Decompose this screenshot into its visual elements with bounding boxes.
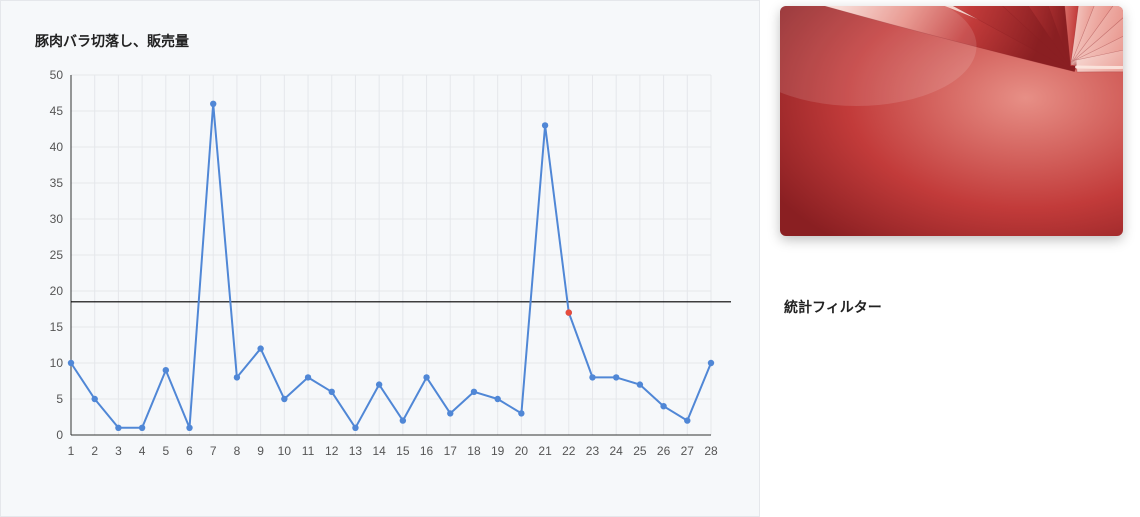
- svg-text:10: 10: [278, 444, 292, 458]
- svg-text:4: 4: [139, 444, 146, 458]
- svg-text:26: 26: [657, 444, 671, 458]
- baseline-label: 統計フィルター: [784, 297, 882, 317]
- svg-text:9: 9: [257, 444, 264, 458]
- chart-area: 0510152025303540455012345678910111213141…: [31, 61, 731, 491]
- product-image: [780, 6, 1123, 236]
- svg-text:23: 23: [586, 444, 600, 458]
- sliced-pork-belly-illustration: [780, 6, 1123, 236]
- svg-text:15: 15: [396, 444, 410, 458]
- svg-text:28: 28: [704, 444, 718, 458]
- chart-title: 豚肉バラ切落し、販売量: [35, 31, 189, 51]
- svg-text:2: 2: [91, 444, 98, 458]
- svg-text:3: 3: [115, 444, 122, 458]
- svg-text:8: 8: [234, 444, 241, 458]
- svg-text:15: 15: [50, 320, 64, 334]
- svg-text:13: 13: [349, 444, 363, 458]
- svg-text:18: 18: [467, 444, 481, 458]
- svg-text:7: 7: [210, 444, 217, 458]
- svg-text:19: 19: [491, 444, 505, 458]
- svg-text:22: 22: [562, 444, 576, 458]
- chart-panel: 豚肉バラ切落し、販売量 0510152025303540455012345678…: [0, 0, 760, 517]
- svg-text:25: 25: [633, 444, 647, 458]
- svg-text:11: 11: [302, 444, 315, 458]
- svg-text:17: 17: [444, 444, 458, 458]
- svg-text:14: 14: [372, 444, 386, 458]
- svg-text:40: 40: [50, 140, 64, 154]
- svg-text:5: 5: [162, 444, 169, 458]
- svg-text:6: 6: [186, 444, 193, 458]
- svg-text:1: 1: [68, 444, 75, 458]
- svg-text:16: 16: [420, 444, 434, 458]
- svg-text:27: 27: [681, 444, 695, 458]
- svg-text:0: 0: [56, 428, 63, 442]
- svg-text:25: 25: [50, 248, 64, 262]
- svg-text:21: 21: [538, 444, 552, 458]
- svg-text:35: 35: [50, 176, 64, 190]
- svg-text:20: 20: [50, 284, 64, 298]
- svg-text:50: 50: [50, 68, 64, 82]
- svg-text:45: 45: [50, 104, 64, 118]
- svg-text:5: 5: [56, 392, 63, 406]
- svg-text:24: 24: [610, 444, 624, 458]
- svg-text:20: 20: [515, 444, 529, 458]
- svg-text:30: 30: [50, 212, 64, 226]
- svg-text:12: 12: [325, 444, 339, 458]
- sales-line-chart: 0510152025303540455012345678910111213141…: [31, 61, 731, 491]
- svg-text:10: 10: [50, 356, 64, 370]
